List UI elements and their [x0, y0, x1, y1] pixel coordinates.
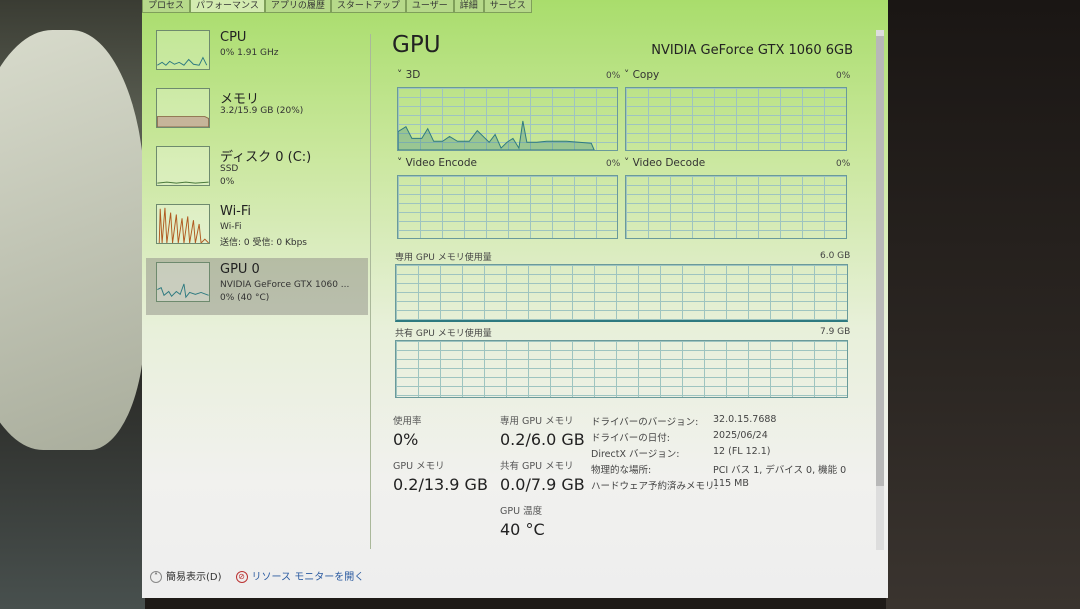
resource-monitor-label: リソース モニターを開く [251, 572, 365, 583]
usage-label: 使用率 [393, 416, 422, 427]
sidebar-item-gpu[interactable]: GPU 0 NVIDIA GeForce GTX 1060 ... 0% (40… [146, 258, 368, 315]
sidebar-item-memory[interactable]: メモリ 3.2/15.9 GB (20%) [146, 84, 368, 141]
tab-startup[interactable]: スタートアップ [330, 0, 406, 13]
pane-divider [370, 34, 371, 549]
disk-thumbnail-graph [156, 146, 210, 186]
gpu-model: NVIDIA GeForce GTX 1060 6GB [651, 43, 853, 58]
sidebar-title: メモリ [220, 92, 260, 107]
open-resource-monitor-link[interactable]: ⊘ リソース モニターを開く [235, 568, 365, 583]
engine-decode-label[interactable]: ˅ Video Decode [624, 157, 706, 169]
engine-pct: 0% [836, 71, 851, 81]
engine-copy-label[interactable]: ˅ Copy [624, 69, 660, 81]
sidebar-sub: 0% 1.91 GHz [220, 48, 279, 58]
tab-services[interactable]: サービス [483, 0, 532, 13]
engine-name: Copy [632, 69, 660, 81]
tab-processes[interactable]: プロセス [142, 0, 191, 13]
shared-memory-max: 7.9 GB [820, 327, 851, 337]
chevron-up-icon: ˄ [150, 571, 162, 583]
scrollbar[interactable] [876, 30, 884, 550]
cpu-thumbnail-graph [156, 30, 210, 70]
dedicated-gpu-memory-value: 0.2/6.0 GB [500, 430, 585, 449]
sidebar-title: GPU 0 [220, 262, 260, 277]
bird-figure [0, 30, 145, 450]
engine-encode-label[interactable]: ˅ Video Encode [397, 157, 477, 169]
tab-bar: プロセス パフォーマンス アプリの履歴 スタートアップ ユーザー 詳細 サービス [142, 0, 532, 14]
info-key: 物理的な場所: [591, 465, 652, 476]
graph-shared-memory [395, 340, 848, 398]
info-value: 32.0.15.7688 [713, 414, 777, 425]
scrollbar-thumb[interactable] [876, 36, 884, 486]
sidebar-sub: 0% (40 °C) [220, 293, 270, 303]
graph-video-encode [397, 175, 618, 239]
wifi-thumbnail-graph [156, 204, 210, 244]
background-photo [0, 0, 145, 609]
info-value: 2025/06/24 [713, 430, 768, 441]
shared-memory-label: 共有 GPU メモリ使用量 [395, 329, 492, 339]
engine-name: Video Encode [405, 157, 477, 169]
gpu-temperature-value: 40 °C [500, 520, 545, 539]
sidebar-title: CPU [220, 30, 247, 45]
sidebar-sub: 0% [220, 177, 235, 187]
info-value: PCI バス 1, デバイス 0, 機能 0 [713, 465, 847, 476]
engine-pct: 0% [606, 159, 621, 169]
sidebar-title: ディスク 0 (C:) [220, 150, 312, 165]
sidebar-sub: SSD [220, 164, 239, 174]
shared-gpu-memory-value: 0.0/7.9 GB [500, 475, 585, 494]
engine-name: 3D [405, 69, 421, 81]
info-key: ドライバーのバージョン: [591, 417, 699, 428]
shared-gpu-memory-label: 共有 GPU メモリ [500, 461, 574, 472]
graph-dedicated-memory [395, 264, 848, 322]
usage-value: 0% [393, 430, 419, 449]
sidebar-title: Wi-Fi [220, 204, 252, 219]
gpu-memory-label: GPU メモリ [393, 461, 445, 472]
task-manager-window: プロセス パフォーマンス アプリの履歴 スタートアップ ユーザー 詳細 サービス… [142, 0, 888, 598]
gpu-temperature-label: GPU 温度 [500, 506, 543, 517]
engine-3d-label[interactable]: ˅ 3D [397, 69, 421, 81]
engine-pct: 0% [836, 159, 851, 169]
sidebar-item-disk[interactable]: ディスク 0 (C:) SSD 0% [146, 142, 368, 199]
memory-thumbnail-graph [156, 88, 210, 128]
background-dark [886, 0, 1080, 609]
sidebar-item-wifi[interactable]: Wi-Fi Wi-Fi 送信: 0 受信: 0 Kbps [146, 200, 368, 257]
info-key: DirectX バージョン: [591, 449, 680, 460]
gpu-memory-value: 0.2/13.9 GB [393, 475, 488, 494]
engine-pct: 0% [606, 71, 621, 81]
sidebar-sub: 3.2/15.9 GB (20%) [220, 106, 304, 116]
sidebar-item-cpu[interactable]: CPU 0% 1.91 GHz [146, 26, 368, 83]
graph-3d [397, 87, 618, 151]
dedicated-memory-label: 専用 GPU メモリ使用量 [395, 253, 492, 263]
info-value: 12 (FL 12.1) [713, 446, 771, 457]
footer: ˄ 簡易表示(D) ⊘ リソース モニターを開く [150, 568, 364, 583]
resource-monitor-icon: ⊘ [235, 571, 248, 583]
info-key: ドライバーの日付: [591, 433, 671, 444]
tab-app-history[interactable]: アプリの履歴 [264, 0, 331, 13]
info-value: 115 MB [713, 478, 749, 489]
dedicated-gpu-memory-label: 専用 GPU メモリ [500, 416, 574, 427]
fewer-details-label: 簡易表示(D) [166, 572, 222, 583]
page-title: GPU [392, 32, 441, 58]
info-key: ハードウェア予約済みメモリ: [591, 481, 718, 492]
dedicated-memory-max: 6.0 GB [820, 251, 851, 261]
fewer-details-button[interactable]: ˄ 簡易表示(D) [150, 568, 222, 583]
tab-details[interactable]: 詳細 [453, 0, 484, 13]
sidebar-sub: NVIDIA GeForce GTX 1060 ... [220, 280, 350, 290]
tab-users[interactable]: ユーザー [405, 0, 454, 13]
graph-video-decode [625, 175, 847, 239]
engine-name: Video Decode [632, 157, 706, 169]
sidebar: CPU 0% 1.91 GHz メモリ 3.2/15.9 GB (20%) ディ… [146, 26, 368, 316]
graph-copy [625, 87, 847, 151]
gpu-thumbnail-graph [156, 262, 210, 302]
sidebar-sub: Wi-Fi [220, 222, 242, 232]
sidebar-sub: 送信: 0 受信: 0 Kbps [220, 238, 307, 248]
tab-performance[interactable]: パフォーマンス [190, 0, 265, 13]
